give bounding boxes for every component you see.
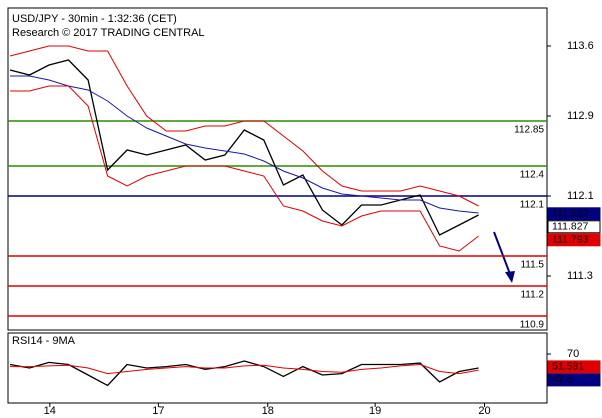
series-line xyxy=(10,85,479,252)
price-box xyxy=(547,233,601,247)
series-line xyxy=(9,360,479,387)
price-panel xyxy=(7,7,548,331)
x-tick-label: 19 xyxy=(369,405,381,417)
price-box-label: 51.581 xyxy=(552,361,584,373)
arrow-head xyxy=(505,271,515,283)
x-tick-label: 18 xyxy=(262,405,274,417)
price-box-label: 47.5 xyxy=(552,374,573,386)
y-tick-label: 112.1 xyxy=(567,190,594,202)
series-line xyxy=(9,45,479,207)
forecast-arrow xyxy=(493,231,511,275)
series-line xyxy=(10,363,479,375)
series-line xyxy=(9,59,479,236)
price-box xyxy=(547,220,601,234)
y-tick-label: 70 xyxy=(567,348,579,360)
series-line xyxy=(10,75,479,214)
price-box xyxy=(547,360,601,374)
price-box xyxy=(547,207,601,221)
x-tick-label: 17 xyxy=(152,405,164,417)
price-box-label: 111.827 xyxy=(552,221,589,233)
x-tick-label: 14 xyxy=(44,405,56,417)
chart-title: USD/JPY - 30min - 1:32:36 (CET) xyxy=(12,13,177,25)
price-box-label: 111.793 xyxy=(552,234,589,246)
level-label: 112.85 xyxy=(514,125,544,136)
y-tick-label: 112.9 xyxy=(567,110,594,122)
price-box-label: 111.922 xyxy=(552,208,589,220)
level-label: 110.9 xyxy=(520,320,545,331)
y-tick-label: 111.3 xyxy=(567,270,593,282)
level-label: 112.4 xyxy=(520,170,545,181)
level-label: 111.5 xyxy=(520,260,544,271)
chart-subtitle: Research © 2017 TRADING CENTRAL xyxy=(12,27,205,39)
rsi-title: RSI14 - 9MA xyxy=(12,335,76,347)
price-box xyxy=(547,373,601,387)
x-tick-label: 20 xyxy=(478,405,490,417)
y-tick-label: 113.6 xyxy=(567,40,594,52)
level-label: 112.1 xyxy=(520,200,545,211)
level-label: 111.2 xyxy=(520,290,544,301)
